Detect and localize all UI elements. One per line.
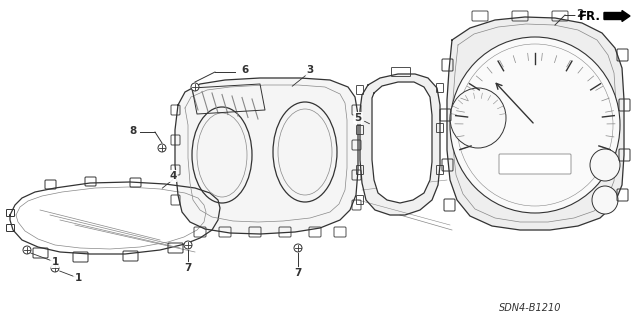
Ellipse shape — [450, 37, 620, 213]
Ellipse shape — [590, 149, 620, 181]
Text: SDN4-B1210: SDN4-B1210 — [499, 303, 561, 313]
Text: 1: 1 — [51, 257, 59, 267]
Polygon shape — [447, 17, 624, 230]
Text: 1: 1 — [74, 273, 82, 283]
Ellipse shape — [592, 186, 618, 214]
Ellipse shape — [158, 144, 166, 152]
Text: 8: 8 — [129, 126, 136, 136]
Ellipse shape — [51, 264, 59, 272]
Text: 2: 2 — [577, 9, 584, 19]
Text: FR.: FR. — [579, 10, 601, 22]
Text: 4: 4 — [170, 171, 177, 181]
FancyBboxPatch shape — [499, 154, 571, 174]
Text: 6: 6 — [241, 65, 248, 75]
Polygon shape — [175, 78, 358, 234]
Ellipse shape — [450, 88, 506, 148]
Text: 7: 7 — [294, 268, 301, 278]
Polygon shape — [360, 74, 440, 215]
Text: 7: 7 — [184, 263, 192, 273]
Ellipse shape — [294, 244, 302, 252]
Ellipse shape — [23, 246, 31, 254]
Text: 3: 3 — [307, 65, 314, 75]
Ellipse shape — [184, 241, 192, 249]
FancyArrow shape — [604, 11, 630, 21]
Polygon shape — [372, 82, 432, 203]
Ellipse shape — [191, 83, 199, 91]
Text: 5: 5 — [355, 113, 362, 123]
